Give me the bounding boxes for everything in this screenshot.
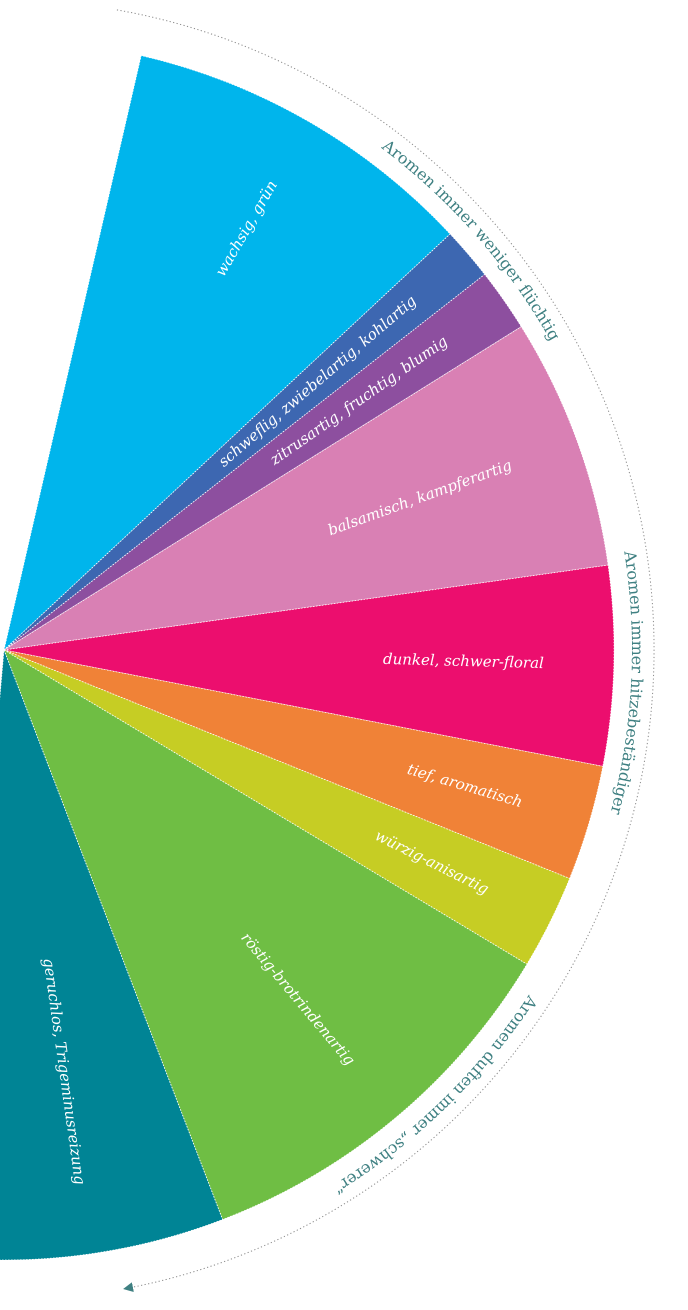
segment-balsamic xyxy=(3,326,609,651)
wheel-segments xyxy=(0,55,615,1261)
segment-waxy-green xyxy=(3,55,451,652)
segment-citrus-fruity xyxy=(3,273,522,651)
segment-dark-floral xyxy=(3,564,615,767)
segment-label-dark-floral: dunkel, schwer-floral xyxy=(383,650,545,672)
segment-odorless xyxy=(0,649,224,1261)
segment-roasty-bread xyxy=(3,649,528,1221)
